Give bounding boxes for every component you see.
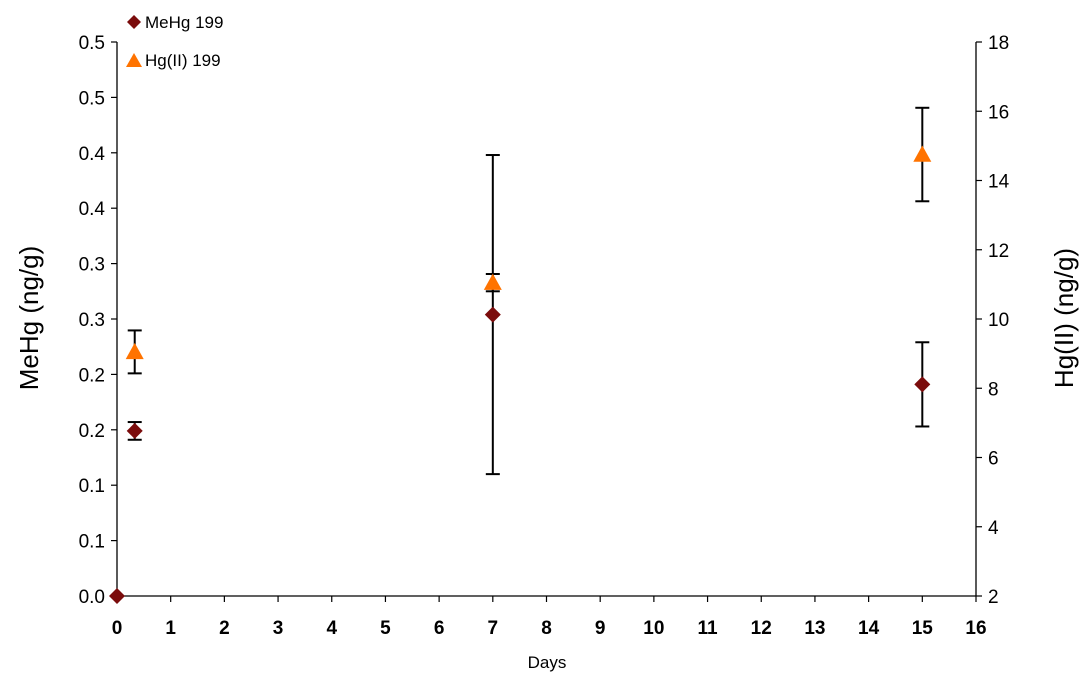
left-y-tick-label: 0.2	[79, 421, 105, 442]
right-y-tick-label: 8	[988, 379, 999, 400]
right-y-tick-label: 10	[988, 310, 1009, 331]
right-y-tick-label: 4	[988, 518, 999, 539]
data-point-hgii	[125, 342, 144, 360]
right-y-ticks: 2 4 6 8 10 12 14 16 18	[976, 33, 1010, 608]
legend: MeHg 199 Hg(II) 199	[126, 13, 223, 70]
x-tick-label: 6	[434, 618, 445, 639]
x-tick-label: 3	[273, 618, 284, 639]
data-point-mehg	[109, 588, 125, 604]
x-tick-label: 16	[965, 618, 986, 639]
x-tick-label: 4	[326, 618, 337, 639]
data-point-mehg	[484, 306, 501, 323]
y-axis-title-left: MeHg (ng/g)	[14, 246, 44, 391]
left-y-tick-label: 0.1	[79, 476, 105, 497]
legend-label-hgii: Hg(II) 199	[145, 51, 221, 70]
right-y-tick-label: 2	[988, 587, 999, 608]
left-y-tick-label: 0.4	[79, 144, 106, 165]
x-tick-label: 5	[380, 618, 391, 639]
x-tick-label: 2	[219, 618, 230, 639]
data-point-hgii	[483, 273, 502, 290]
data-point-hgii	[913, 145, 932, 162]
left-y-tick-label: 0.5	[79, 33, 105, 54]
x-tick-label: 0	[112, 618, 123, 639]
x-tick-label: 15	[912, 618, 934, 639]
x-tick-label: 10	[643, 618, 664, 639]
right-y-tick-label: 12	[988, 241, 1009, 262]
legend-marker-mehg	[127, 15, 141, 29]
legend-marker-hgii	[126, 53, 142, 67]
x-tick-label: 14	[858, 618, 880, 639]
left-y-tick-label: 0.3	[79, 310, 105, 331]
x-ticks: 0 1 2 3 4 5 6 7 8 9 10 11 12 13 14 15 16	[112, 596, 987, 639]
axes	[116, 42, 977, 597]
x-tick-label: 13	[804, 618, 825, 639]
left-y-tick-label: 0.5	[79, 88, 105, 109]
right-y-tick-label: 18	[988, 33, 1009, 54]
legend-label-mehg: MeHg 199	[145, 13, 223, 32]
data-point-mehg	[914, 376, 931, 393]
right-y-tick-label: 6	[988, 449, 999, 470]
right-y-tick-label: 16	[988, 102, 1009, 123]
y-axis-title-right: Hg(II) (ng/g)	[1049, 248, 1079, 388]
left-y-tick-label: 0.0	[79, 587, 105, 608]
x-tick-label: 7	[488, 618, 499, 639]
right-y-tick-label: 14	[988, 172, 1010, 193]
x-tick-label: 8	[541, 618, 552, 639]
left-y-tick-label: 0.2	[79, 365, 105, 386]
data-point-mehg	[126, 422, 143, 439]
x-tick-label: 1	[165, 618, 176, 639]
x-axis-title: Days	[528, 653, 567, 672]
x-tick-label: 9	[595, 618, 606, 639]
left-y-ticks: 0.0 0.1 0.1 0.2 0.2 0.3 0.3 0.4 0.4 0.5 0.5	[79, 33, 117, 608]
data-marks	[109, 106, 932, 604]
left-y-tick-label: 0.1	[79, 532, 105, 553]
left-y-tick-label: 0.4	[79, 199, 106, 220]
left-y-tick-label: 0.3	[79, 255, 105, 276]
x-tick-label: 11	[698, 618, 719, 639]
x-tick-label: 12	[751, 618, 772, 639]
